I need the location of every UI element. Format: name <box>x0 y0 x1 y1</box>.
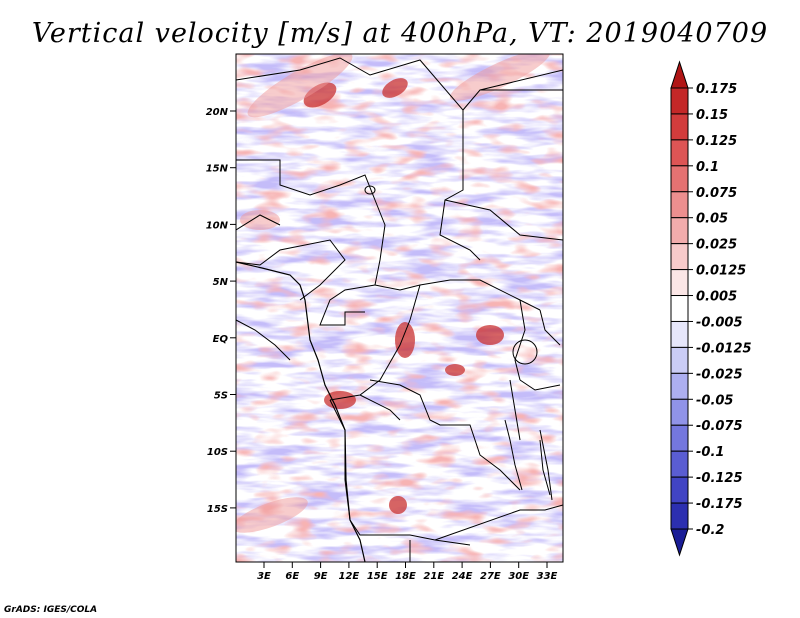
lat-label: 15N <box>206 164 229 175</box>
lon-label: 3E <box>257 571 271 582</box>
colorbar-swatch <box>670 502 689 530</box>
lon-label: 6E <box>285 571 299 582</box>
longitude-axis: 3E 6E 9E 12E 15E 18E 21E 24E 27E 30E 33E <box>257 562 558 582</box>
colorbar-swatch <box>670 113 689 141</box>
colorbar-label: 0.005 <box>696 290 737 305</box>
colorbar-swatch <box>670 139 689 167</box>
latitude-axis: 20N 15N 10N 5N EQ 5S 10S 15S <box>206 107 236 515</box>
colorbar-swatch <box>670 476 689 504</box>
colorbar-label: -0.1 <box>696 445 724 460</box>
colorbar-swatch <box>670 424 689 452</box>
lon-label: 27E <box>480 571 501 582</box>
colorbar-label: -0.025 <box>696 367 743 382</box>
lon-label: 12E <box>339 571 360 582</box>
colorbar-swatch <box>670 372 689 400</box>
lon-label: 9E <box>314 571 328 582</box>
colorbar-label: 0.0125 <box>696 264 746 279</box>
colorbar-label: -0.175 <box>696 497 743 512</box>
colorbar: 0.175 0.15 0.125 0.1 0.075 0.05 0.025 0.0125 0.0… <box>670 60 752 557</box>
colorbar-label: 0.05 <box>696 212 728 227</box>
colorbar-label: 0.1 <box>696 160 719 175</box>
colorbar-swatch <box>670 269 689 297</box>
colorbar-swatch <box>670 450 689 478</box>
colorbar-top-arrow <box>670 60 689 89</box>
credit-text: GrADS: IGES/COLA <box>4 605 97 615</box>
colorbar-label: 0.025 <box>696 238 737 253</box>
updraft-bands <box>236 54 551 533</box>
map-frame <box>235 53 564 563</box>
colorbar-label: -0.125 <box>696 471 743 486</box>
lat-label: 15S <box>207 504 228 515</box>
lon-label: 30E <box>508 571 529 582</box>
colorbar-label: 0.075 <box>696 186 737 201</box>
colorbar-swatch <box>670 295 689 322</box>
colorbar-swatch <box>670 320 689 348</box>
lat-label: 10N <box>206 220 229 231</box>
colorbar-label: -0.075 <box>696 419 743 434</box>
colorbar-swatch <box>670 87 689 115</box>
updraft-patches <box>303 78 504 514</box>
coastline <box>236 261 366 562</box>
chart-title: Vertical velocity [m/s] at 400hPa, VT: 2… <box>32 18 768 49</box>
colorbar-swatch <box>670 398 689 426</box>
colorbar-label: -0.05 <box>696 393 733 408</box>
colorbar-label: -0.2 <box>696 523 724 538</box>
lat-label: 10S <box>207 447 228 458</box>
lat-label: 5N <box>213 277 229 288</box>
lon-label: 18E <box>395 571 416 582</box>
lat-label: EQ <box>213 334 229 345</box>
colorbar-swatch <box>670 217 689 245</box>
lat-label: 20N <box>206 107 229 118</box>
colorbar-swatch <box>670 243 689 271</box>
colorbar-swatch <box>670 165 689 193</box>
colorbar-swatch <box>670 346 689 374</box>
lat-label: 5S <box>214 391 228 402</box>
colorbar-bottom-arrow <box>670 528 689 557</box>
lon-label: 24E <box>452 571 473 582</box>
colorbar-label: -0.0125 <box>696 341 752 356</box>
lon-label: 33E <box>537 571 558 582</box>
colorbar-label: 0.15 <box>696 108 728 123</box>
colorbar-label: 0.125 <box>696 134 737 149</box>
colorbar-label: 0.175 <box>696 82 737 97</box>
colorbar-swatch <box>670 191 689 219</box>
lon-label: 15E <box>367 571 388 582</box>
map-area <box>236 54 563 562</box>
lakes <box>364 185 551 496</box>
colorbar-label: -0.005 <box>696 315 743 330</box>
lon-label: 21E <box>423 571 444 582</box>
